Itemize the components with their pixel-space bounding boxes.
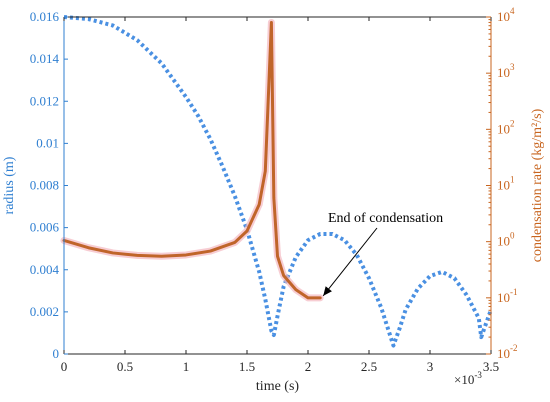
left-y-tick-label: 0.002 xyxy=(30,304,59,319)
right-y-tick-label: 101 xyxy=(497,175,515,193)
right-y-tick-label: 100 xyxy=(497,231,515,249)
right-y-tick-label: 10-2 xyxy=(497,343,518,361)
x-axis-title: time (s) xyxy=(256,379,299,394)
right-y-tick-label: 104 xyxy=(497,6,515,24)
condensation-rate-line xyxy=(62,20,322,300)
condensation-rate-halo xyxy=(60,18,324,302)
annotation-end-of-condensation: End of condensation xyxy=(328,211,443,226)
left-y-tick-label: 0.006 xyxy=(30,220,60,235)
x-tick-label: 3.5 xyxy=(483,359,499,374)
left-y-axis-title: radius (m) xyxy=(2,156,17,214)
x-tick-label: 0 xyxy=(61,359,68,374)
x-tick-label: 0.5 xyxy=(117,359,133,374)
left-y-tick-label: 0.012 xyxy=(30,93,59,108)
x-tick-label: 2 xyxy=(305,359,312,374)
axes: 0 0.5 1 1.5 2 2.5 3 3.5 0 0.002 0.004 0.006 0.008 0.0… xyxy=(30,6,518,374)
left-y-tick-label: 0.01 xyxy=(36,135,59,150)
series-layer xyxy=(60,15,493,348)
left-y-tick-label: 0 xyxy=(53,346,60,361)
x-tick-label: 1 xyxy=(183,359,190,374)
annotation-layer: End of condensation xyxy=(322,211,443,297)
x-tick-label: 1.5 xyxy=(239,359,255,374)
left-y-tick-label: 0.014 xyxy=(30,51,60,66)
x-tick-label: 2.5 xyxy=(361,359,377,374)
annotation-arrowhead xyxy=(323,286,332,296)
annotation-arrow xyxy=(322,227,378,297)
right-y-axis-title: condensation rate (kg/m²/s) xyxy=(530,108,545,262)
right-y-tick-label: 10-1 xyxy=(497,287,518,305)
radius-line xyxy=(63,15,493,348)
x-axis-exponent: ×10-3 xyxy=(454,370,482,387)
left-y-tick-label: 0.008 xyxy=(30,178,59,193)
right-y-tick-label: 102 xyxy=(497,118,515,136)
right-y-tick-label: 103 xyxy=(497,62,515,80)
x-tick-label: 3 xyxy=(427,359,434,374)
left-y-tick-label: 0.016 xyxy=(30,9,60,24)
left-y-tick-label: 0.004 xyxy=(30,262,60,277)
